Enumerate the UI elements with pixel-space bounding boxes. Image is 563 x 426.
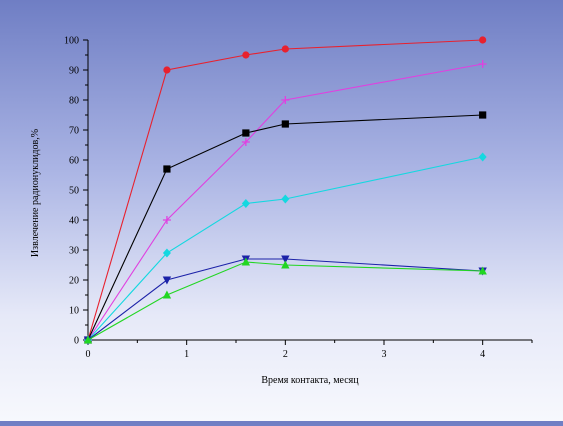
data-point (479, 111, 487, 119)
y-tick-label: 90 (69, 66, 79, 77)
data-point (478, 152, 487, 162)
y-tick-label: 100 (64, 36, 79, 47)
y-tick-label: 20 (69, 276, 79, 287)
data-point (163, 66, 171, 74)
data-point (479, 36, 487, 44)
x-axis-label: Время контакта, месяц (261, 375, 359, 386)
y-tick-label: 80 (69, 96, 79, 107)
data-point (163, 165, 171, 173)
data-point (242, 129, 250, 137)
data-series (84, 152, 487, 345)
data-point (162, 248, 171, 258)
data-series (83, 257, 487, 344)
data-point (478, 60, 487, 68)
y-tick-label: 70 (69, 126, 79, 137)
x-tick-label: 1 (184, 349, 189, 360)
data-point (241, 199, 250, 208)
data-point (281, 96, 290, 104)
y-tick-label: 30 (69, 246, 79, 257)
data-point (242, 51, 250, 59)
data-point (478, 266, 487, 275)
data-point (83, 335, 93, 344)
x-tick-label: 3 (382, 349, 387, 360)
data-point (162, 276, 172, 285)
y-axis-label: Извлечение радионуклидов,% (30, 129, 41, 257)
x-tick-label: 4 (480, 349, 485, 360)
y-tick-label: 40 (69, 216, 79, 227)
series-line (87, 258, 483, 341)
data-point (241, 257, 251, 266)
x-tick-label: 0 (86, 349, 91, 360)
data-point (281, 255, 290, 264)
data-point (281, 260, 290, 269)
y-tick-label: 60 (69, 156, 79, 167)
y-tick-label: 10 (69, 306, 79, 317)
axes: 0 10 20 30 40 50 60 70 80 90 100 0 1 2 3 4 (64, 36, 533, 360)
data-series (84, 36, 487, 344)
y-tick-label: 50 (69, 186, 79, 197)
data-point (281, 120, 289, 128)
data-point (241, 138, 250, 146)
data-point (162, 290, 172, 299)
data-point (281, 194, 290, 204)
x-tick-label: 2 (283, 349, 288, 360)
series-group (83, 36, 487, 345)
data-point (281, 45, 289, 53)
series-line (87, 156, 483, 341)
y-tick-label: 0 (74, 336, 79, 347)
series-line (87, 261, 483, 341)
data-point (162, 216, 171, 224)
